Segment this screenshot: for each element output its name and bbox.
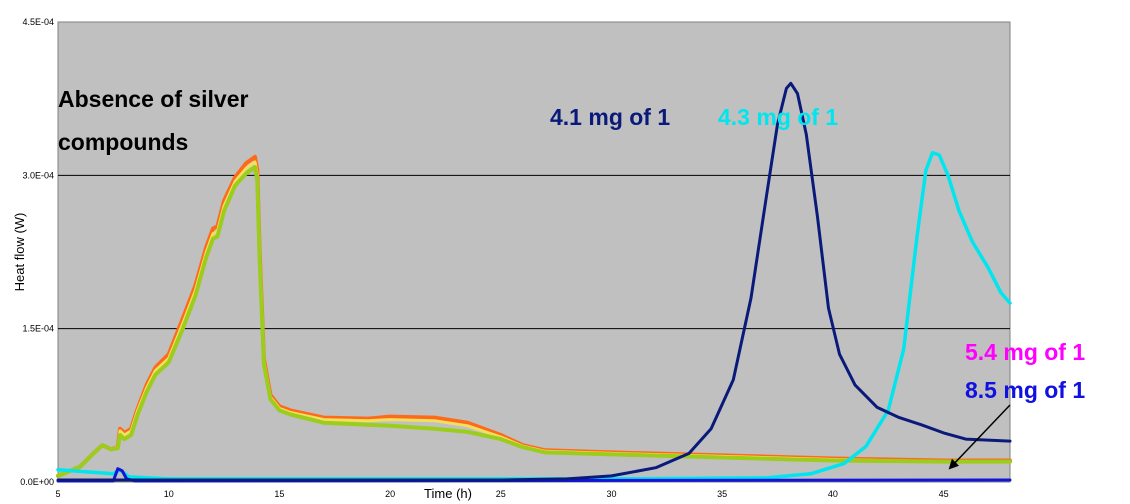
y-tick-label: 3.0E-04 xyxy=(22,170,54,180)
y-axis-title: Heat flow (W) xyxy=(12,213,27,292)
y-tick-label: 0.0E+00 xyxy=(20,477,54,487)
x-tick-label: 5 xyxy=(55,489,60,499)
y-tick-label: 1.5E-04 xyxy=(22,324,54,334)
series-lines xyxy=(56,81,1012,483)
grid-lines xyxy=(58,174,1010,330)
x-tick-label: 30 xyxy=(606,489,616,499)
y-tick-label: 4.5E-04 xyxy=(22,17,54,27)
x-tick-labels: 5 10 15 20 25 30 35 40 45 xyxy=(55,489,948,499)
x-tick-label: 35 xyxy=(717,489,727,499)
annotation-4-1-mg: 4.1 mg of 1 xyxy=(550,104,670,130)
annotation-arrow xyxy=(948,404,1011,470)
annotation-absence-line1: Absence of silver xyxy=(58,86,249,112)
x-axis-title: Time (h) xyxy=(424,486,472,501)
annotation-4-3-mg: 4.3 mg of 1 xyxy=(718,104,838,130)
annotation-8-5-mg: 8.5 mg of 1 xyxy=(965,377,1085,403)
x-tick-label: 20 xyxy=(385,489,395,499)
x-tick-label: 15 xyxy=(274,489,284,499)
x-tick-label: 10 xyxy=(164,489,174,499)
series-line-3 xyxy=(56,151,1012,481)
x-tick-label: 45 xyxy=(939,489,949,499)
y-tick-labels: 0.0E+00 1.5E-04 3.0E-04 4.5E-04 xyxy=(20,17,54,487)
series-line-2 xyxy=(56,165,1012,478)
plot-area xyxy=(57,21,1011,483)
series-line-0 xyxy=(56,154,1012,478)
x-tick-label: 40 xyxy=(828,489,838,499)
annotation-5-4-mg: 5.4 mg of 1 xyxy=(965,339,1085,365)
annotation-absence-line2: compounds xyxy=(58,129,188,155)
x-tick-label: 25 xyxy=(496,489,506,499)
series-line-5 xyxy=(56,81,1012,482)
